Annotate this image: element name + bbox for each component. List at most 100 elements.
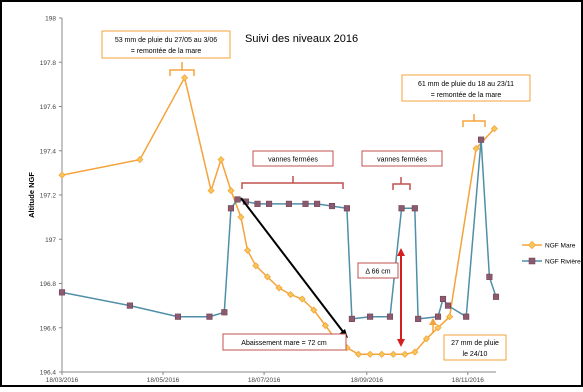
bracket-gates-1: [241, 176, 344, 189]
data-point-riviere: [343, 205, 350, 212]
data-point-mare: [490, 125, 498, 133]
x-tick-label: 18/07/2016: [248, 377, 281, 384]
legend-item-riviere: NGF Rivière: [522, 257, 581, 266]
data-point-riviere: [285, 200, 292, 207]
data-point-riviere: [478, 136, 485, 143]
data-point-riviere: [314, 200, 321, 207]
data-point-mare: [389, 350, 397, 358]
data-point-mare: [321, 321, 329, 330]
y-tick-label: 197.2: [40, 193, 57, 200]
data-point-riviere: [234, 196, 241, 203]
annotation-drop: Abaissement mare = 72 cm: [222, 197, 348, 351]
annotation-rain-may: 53 mm de pluie du 27/05 au 3/06 = remont…: [101, 30, 231, 76]
data-point-riviere: [266, 200, 273, 207]
data-point-mare: [378, 350, 386, 358]
y-tick-label: 198: [45, 16, 56, 23]
data-point-riviere: [254, 200, 261, 207]
bracket-rain-nov: [462, 114, 486, 127]
bracket-rain-may: [169, 62, 195, 76]
data-point-mare: [446, 313, 454, 321]
data-point-mare: [207, 187, 215, 195]
data-point-riviere: [58, 289, 66, 296]
data-point-riviere: [411, 205, 418, 212]
data-point-mare: [252, 262, 260, 270]
y-axis-label: Altitude NGF: [27, 172, 36, 218]
data-point-riviere: [227, 205, 235, 212]
legend-item-mare: NGF Mare: [522, 240, 576, 250]
chart-title: Suivi des niveaux 2016: [245, 33, 358, 45]
data-point-mare: [411, 348, 419, 356]
data-point-riviere: [463, 313, 470, 320]
annotation-rain-nov: 61 mm de pluie du 18 au 23/11 = remontée…: [401, 74, 531, 127]
bracket-gates-2: [392, 177, 411, 190]
data-point-mare: [422, 335, 430, 343]
legend: NGF Mare NGF Rivière: [522, 240, 581, 266]
data-point-riviere: [221, 309, 228, 316]
data-point-riviere: [126, 302, 133, 309]
data-point-riviere: [434, 313, 442, 320]
data-point-mare: [58, 171, 66, 179]
data-point-riviere: [492, 293, 500, 300]
data-point-riviere: [439, 295, 447, 303]
annotation-rain-oct-line2: le 24/10: [463, 351, 488, 358]
annotation-rain-nov-line2: = remontée de la mare: [431, 92, 502, 99]
annotation-gates-1: vannes fermées: [241, 150, 344, 189]
x-tick-labels: 18/03/2016 18/05/2016 18/07/2016 18/09/2016…: [46, 372, 484, 384]
data-point-riviere: [415, 315, 422, 322]
data-point-riviere: [328, 203, 336, 210]
legend-label-riviere: NGF Rivière: [545, 259, 581, 266]
annotation-rain-oct: 27 mm de pluie le 24/10: [429, 318, 507, 361]
annotation-rain-oct-line1: 27 mm de pluie: [451, 340, 499, 347]
data-point-mare: [243, 246, 252, 254]
data-point-mare: [237, 213, 245, 221]
data-point-mare: [275, 284, 283, 292]
annotation-gates-2-label: vannes fermées: [377, 157, 427, 164]
data-point-mare: [472, 144, 480, 153]
data-point-riviere: [367, 313, 374, 320]
data-point-mare: [263, 273, 271, 281]
y-tick-label: 197.6: [40, 104, 57, 111]
annotation-gates-1-label: vannes fermées: [268, 157, 318, 164]
data-point-mare: [287, 290, 295, 299]
y-tick-label: 196.4: [40, 370, 57, 377]
series-line-riviere: [61, 139, 497, 320]
y-tick-label: 197.4: [40, 148, 57, 155]
data-point-mare: [217, 156, 225, 164]
data-point-riviere: [486, 273, 493, 280]
data-point-riviere: [398, 205, 405, 212]
legend-label-mare: NGF Mare: [545, 243, 576, 250]
series-line-mare: [61, 75, 495, 356]
y-tick-label: 197: [45, 237, 56, 244]
data-point-mare: [401, 350, 409, 358]
annotation-rain-nov-line1: 61 mm de pluie du 18 au 23/11: [418, 81, 514, 88]
x-tick-label: 18/03/2016: [46, 377, 79, 384]
annotation-delta-label: Δ 66 cm: [365, 269, 390, 276]
data-point-mare: [298, 295, 306, 303]
arrow-rain-oct-head: [429, 318, 437, 325]
annotation-rain-may-line2: = remontée de la mare: [131, 48, 202, 55]
y-tick-label: 196.6: [40, 325, 57, 332]
y-tick-labels: 196.4 196.6 196.8 197 197.2 197.4 197.6 197.8 19…: [40, 16, 62, 377]
annotation-drop-label: Abaissement mare = 72 cm: [241, 340, 327, 347]
data-point-mare: [434, 324, 442, 332]
x-tick-label: 18/05/2016: [147, 377, 180, 384]
data-point-mare: [227, 187, 235, 195]
annotation-gates-2: vannes fermées: [361, 150, 443, 190]
data-point-mare: [354, 350, 363, 358]
data-point-riviere: [348, 315, 355, 322]
annotation-delta: Δ 66 cm: [357, 248, 405, 347]
x-tick-label: 18/09/2016: [351, 377, 384, 384]
data-point-riviere: [444, 302, 452, 309]
y-tick-label: 197.8: [40, 60, 57, 67]
data-point-mare: [366, 350, 374, 358]
data-point-riviere: [206, 313, 213, 320]
data-point-riviere: [386, 313, 394, 320]
data-point-mare: [136, 156, 144, 164]
y-tick-label: 196.8: [40, 281, 57, 288]
series-layer: [58, 74, 500, 358]
annotation-rain-may-line1: 53 mm de pluie du 27/05 au 3/06: [115, 37, 217, 44]
data-point-mare: [310, 306, 318, 314]
